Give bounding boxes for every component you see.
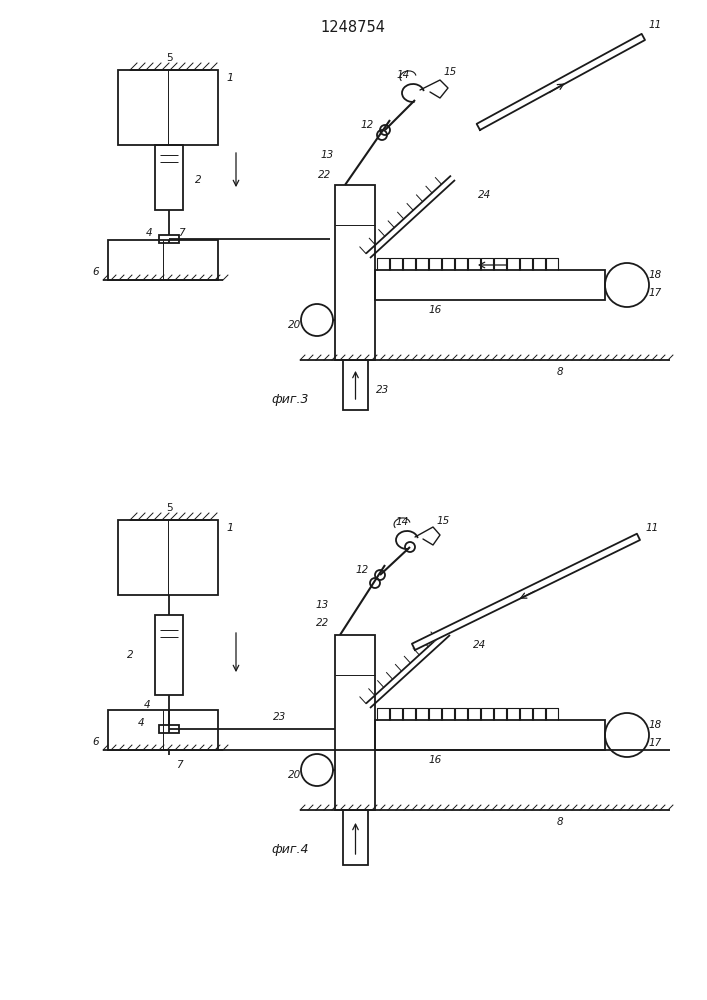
Text: 11: 11 <box>648 20 662 30</box>
Text: 5: 5 <box>167 503 173 513</box>
Text: 1: 1 <box>226 73 233 83</box>
Text: 5: 5 <box>167 53 173 63</box>
Text: 4: 4 <box>144 700 151 710</box>
Text: 22: 22 <box>318 170 332 180</box>
Text: 17: 17 <box>648 738 662 748</box>
Text: 20: 20 <box>288 320 302 330</box>
Bar <box>343 360 368 410</box>
Bar <box>159 725 179 733</box>
Bar <box>155 615 183 695</box>
Text: 11: 11 <box>645 523 659 533</box>
Text: 4: 4 <box>138 718 144 728</box>
Text: 20: 20 <box>288 770 302 780</box>
Bar <box>108 240 218 280</box>
Text: 6: 6 <box>93 267 99 277</box>
Text: 4: 4 <box>146 228 152 238</box>
Polygon shape <box>412 534 640 650</box>
Bar <box>375 270 605 300</box>
Text: 22: 22 <box>316 618 329 628</box>
Text: 15: 15 <box>443 67 457 77</box>
Text: 14: 14 <box>395 517 409 527</box>
Text: 24: 24 <box>479 190 491 200</box>
Text: 18: 18 <box>648 720 662 730</box>
Text: 1: 1 <box>226 523 233 533</box>
Text: 23: 23 <box>376 385 390 395</box>
Text: 2: 2 <box>127 650 134 660</box>
Bar <box>375 720 605 750</box>
Bar <box>159 235 179 243</box>
Text: 7: 7 <box>175 760 182 770</box>
Text: 13: 13 <box>315 600 329 610</box>
Text: 14: 14 <box>397 70 409 80</box>
Text: фиг.3: фиг.3 <box>271 393 309 406</box>
Polygon shape <box>477 34 645 130</box>
Text: 16: 16 <box>428 305 442 315</box>
Text: 13: 13 <box>320 150 334 160</box>
Text: 2: 2 <box>194 175 201 185</box>
Text: 12: 12 <box>361 120 373 130</box>
Text: фиг.4: фиг.4 <box>271 844 309 856</box>
Bar <box>108 710 218 750</box>
Bar <box>343 810 368 865</box>
Text: 8: 8 <box>556 817 563 827</box>
Bar <box>335 185 375 360</box>
Text: 23: 23 <box>274 712 286 722</box>
Text: 18: 18 <box>648 270 662 280</box>
Text: 16: 16 <box>428 755 442 765</box>
Text: 7: 7 <box>177 228 185 238</box>
Text: 6: 6 <box>93 737 99 747</box>
Bar <box>118 70 218 145</box>
Bar <box>335 635 375 810</box>
Text: 12: 12 <box>356 565 368 575</box>
Text: 1248754: 1248754 <box>320 20 385 35</box>
Text: 8: 8 <box>556 367 563 377</box>
Text: 17: 17 <box>648 288 662 298</box>
Bar <box>155 145 183 210</box>
Bar <box>118 520 218 595</box>
Text: 24: 24 <box>474 640 486 650</box>
Text: 15: 15 <box>436 516 450 526</box>
